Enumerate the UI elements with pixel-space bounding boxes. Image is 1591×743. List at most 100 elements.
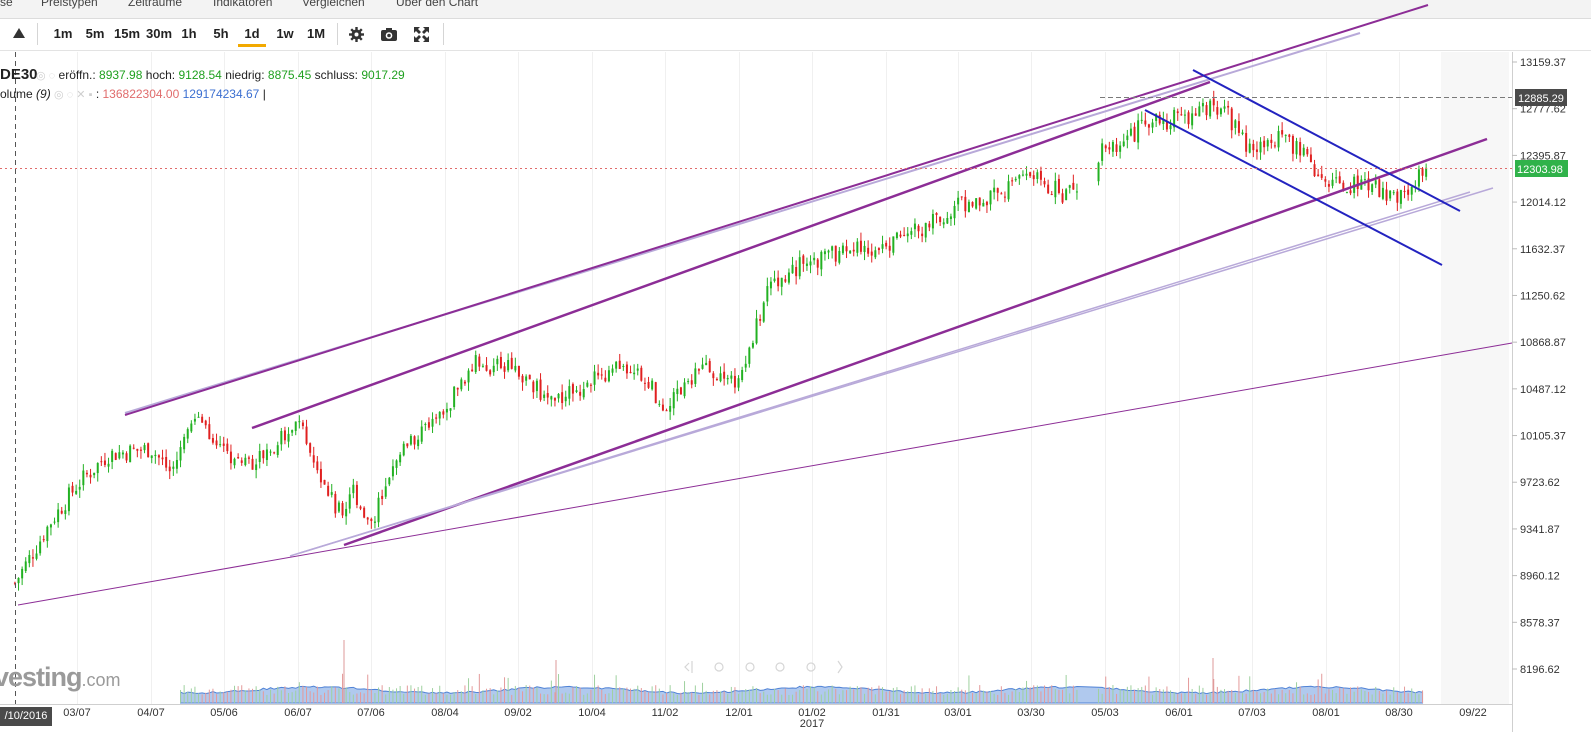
candle-body (816, 259, 819, 268)
candle-body (49, 524, 52, 528)
candle-body (881, 244, 884, 249)
settings-gear-icon[interactable] (348, 26, 365, 43)
menu-item-zeitraeume[interactable]: Zeiträume (128, 0, 183, 9)
chart-type-icon[interactable] (12, 27, 26, 39)
candle-body (341, 503, 344, 516)
fullscreen-icon[interactable] (413, 26, 430, 43)
candle-body (777, 277, 780, 287)
timeframe-1m[interactable]: 1m (53, 26, 73, 41)
candle-body (766, 286, 769, 302)
candle-body (625, 364, 628, 374)
candle-body (1032, 175, 1035, 180)
candle-body (859, 240, 862, 252)
crosshair-price-label: 12885.29 (1518, 93, 1564, 105)
candle-body (690, 380, 693, 385)
candle-body (1317, 174, 1320, 177)
timeframe-5h[interactable]: 5h (213, 26, 229, 41)
candle-body (305, 426, 308, 444)
eye-icon[interactable]: ◎ ◌ (36, 70, 56, 82)
timeframe-1d[interactable]: 1d (238, 24, 266, 47)
candle-body (910, 231, 913, 235)
candle-body (978, 197, 981, 206)
candle-body (820, 251, 823, 270)
menu-bar: se Preistypen Zeiträume Indikatoren Verg… (0, 0, 1591, 19)
candlestick-series (13, 90, 1428, 591)
timeframe-5m[interactable]: 5m (85, 26, 105, 41)
candle-body (276, 445, 279, 455)
indicator-controls-icon[interactable]: ◎ ◌ ✕ ▪ (54, 89, 93, 101)
candle-body (1151, 122, 1154, 128)
trendline[interactable] (1144, 109, 1443, 266)
candle-body (485, 365, 488, 371)
timeframe-1w[interactable]: 1w (276, 26, 294, 41)
y-tick-label: 10868.87 (1520, 337, 1566, 349)
menu-item-vergleichen[interactable]: Vergleichen (302, 0, 365, 9)
candle-body (1288, 134, 1291, 137)
candle-body (417, 439, 420, 447)
candle-body (467, 370, 470, 383)
candle-body (1335, 177, 1338, 179)
candle-body (287, 433, 290, 442)
menu-item-se[interactable]: se (0, 0, 13, 9)
candle-body (687, 381, 690, 383)
trendline[interactable] (17, 342, 1513, 606)
candle-body (863, 245, 866, 253)
candle-body (669, 405, 672, 412)
candle-body (1410, 186, 1413, 195)
trendline[interactable] (343, 137, 1488, 547)
trendline[interactable] (299, 187, 1494, 554)
candle-body (697, 369, 700, 371)
timeframe-30m[interactable]: 30m (145, 26, 173, 41)
menu-item-preistypen[interactable]: Preistypen (41, 0, 98, 9)
candle-body (1115, 144, 1118, 152)
candle-body (849, 250, 852, 254)
low-value: 8875.45 (267, 68, 312, 82)
candle-body (46, 526, 49, 542)
menu-item-ueber-den-chart[interactable]: Über den Chart (396, 0, 479, 9)
candle-body (291, 430, 294, 433)
candle-body (1356, 175, 1359, 190)
candle-body (903, 234, 906, 236)
candle-body (1101, 143, 1104, 161)
candle-body (701, 364, 704, 369)
candle-body (1417, 169, 1420, 187)
candle-body (787, 272, 790, 283)
candle-body (654, 382, 657, 404)
volume-period: (9) (36, 87, 51, 101)
candle-body (762, 302, 765, 322)
x-tick-label: 05/06 (210, 707, 238, 719)
trendline[interactable] (1192, 69, 1461, 212)
candle-body (1255, 149, 1258, 152)
menu-item-indikatoren[interactable]: Indikatoren (213, 0, 273, 9)
timeframe-1h[interactable]: 1h (181, 26, 197, 41)
candle-body (841, 245, 844, 254)
x-tick-label: 08/01 (1312, 707, 1340, 719)
trendline[interactable] (251, 80, 1211, 430)
candle-body (327, 485, 330, 496)
candle-body (168, 466, 171, 472)
timeframe-1M[interactable]: 1M (306, 26, 326, 41)
candle-body (424, 423, 427, 425)
x-tick-label: 08/30 (1385, 707, 1413, 719)
candle-body (1245, 132, 1248, 152)
timeframe-15m[interactable]: 15m (113, 26, 141, 41)
candle-body (471, 369, 474, 372)
candle-body (528, 374, 531, 380)
candle-body (582, 389, 585, 398)
candle-body (1183, 114, 1186, 116)
investing-logo: vesting.com (0, 662, 121, 692)
candle-body (640, 367, 643, 381)
candle-body (96, 463, 99, 474)
candle-body (719, 373, 722, 382)
candle-body (1198, 106, 1201, 117)
camera-icon[interactable] (380, 27, 398, 42)
current-price-badge: 12303.98 (1515, 160, 1568, 177)
trendline[interactable] (124, 4, 1429, 416)
candle-body (190, 423, 193, 432)
candle-body (658, 403, 661, 405)
candle-body (1129, 128, 1132, 136)
candle-body (1039, 170, 1042, 180)
candle-body (1072, 182, 1075, 190)
volume-value-a: 136822304.00 (102, 87, 180, 101)
